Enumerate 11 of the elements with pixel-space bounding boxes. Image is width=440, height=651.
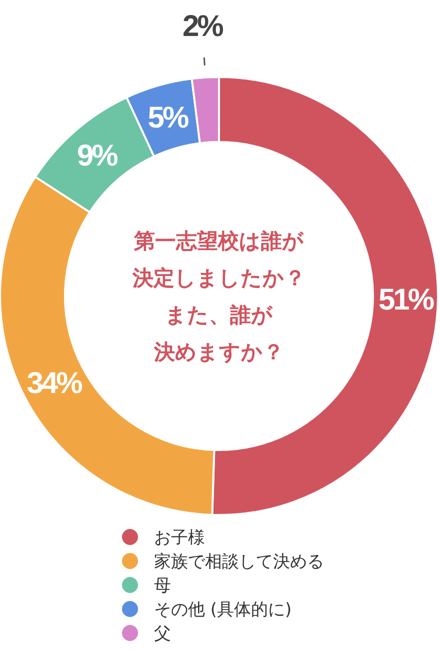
data-label: 9% [76, 140, 118, 173]
data-label: 2% [182, 10, 224, 44]
legend-label: 父 [154, 624, 171, 644]
legend-label: 母 [154, 576, 171, 596]
data-label: 5% [148, 101, 188, 134]
legend-label: 家族で相談して決める [154, 552, 324, 572]
legend-label: その他 (具体的に) [154, 600, 292, 620]
legend-label: お子様 [154, 528, 205, 548]
data-label: 34% [26, 366, 82, 400]
data-label: 51% [378, 283, 434, 316]
text: 第一志望校は誰が決定しましたか？また、誰が決めますか？ [132, 228, 306, 364]
